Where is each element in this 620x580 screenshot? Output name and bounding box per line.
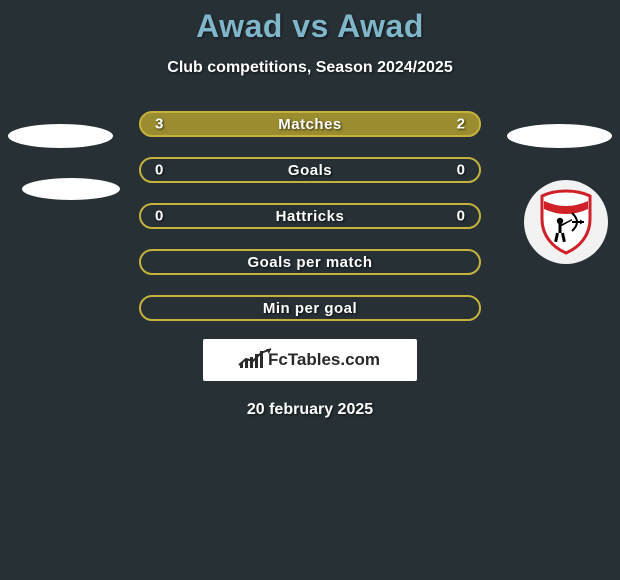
- brand-badge: FcTables.com: [203, 339, 417, 381]
- club-badge: [524, 180, 608, 264]
- page-subtitle: Club competitions, Season 2024/2025: [0, 59, 620, 77]
- player-left-placeholder-bottom: [22, 178, 120, 200]
- stat-value-left: 0: [155, 208, 163, 225]
- stat-value-left: 3: [155, 116, 163, 133]
- stat-row: Goals per match: [139, 249, 481, 275]
- footer-date: 20 february 2025: [0, 401, 620, 419]
- stat-value-right: 0: [457, 208, 465, 225]
- stat-label: Goals: [288, 162, 332, 179]
- stat-row: 0 Goals 0: [139, 157, 481, 183]
- stat-row: 0 Hattricks 0: [139, 203, 481, 229]
- stat-label: Min per goal: [263, 300, 357, 317]
- stat-value-right: 0: [457, 162, 465, 179]
- shield-icon: [538, 189, 594, 255]
- stat-row: Min per goal: [139, 295, 481, 321]
- stat-label: Matches: [278, 116, 342, 133]
- player-right-placeholder-top: [507, 124, 612, 148]
- stat-row: 3 Matches 2: [139, 111, 481, 137]
- player-left-placeholder-top: [8, 124, 113, 148]
- page-title: Awad vs Awad: [0, 8, 620, 45]
- stat-value-left: 0: [155, 162, 163, 179]
- stat-label: Goals per match: [247, 254, 372, 271]
- brand-text: FcTables.com: [268, 350, 380, 370]
- comparison-infographic: Awad vs Awad Club competitions, Season 2…: [0, 0, 620, 580]
- brand-chart-icon: [240, 350, 264, 370]
- stat-value-right: 2: [457, 116, 465, 133]
- stat-label: Hattricks: [276, 208, 345, 225]
